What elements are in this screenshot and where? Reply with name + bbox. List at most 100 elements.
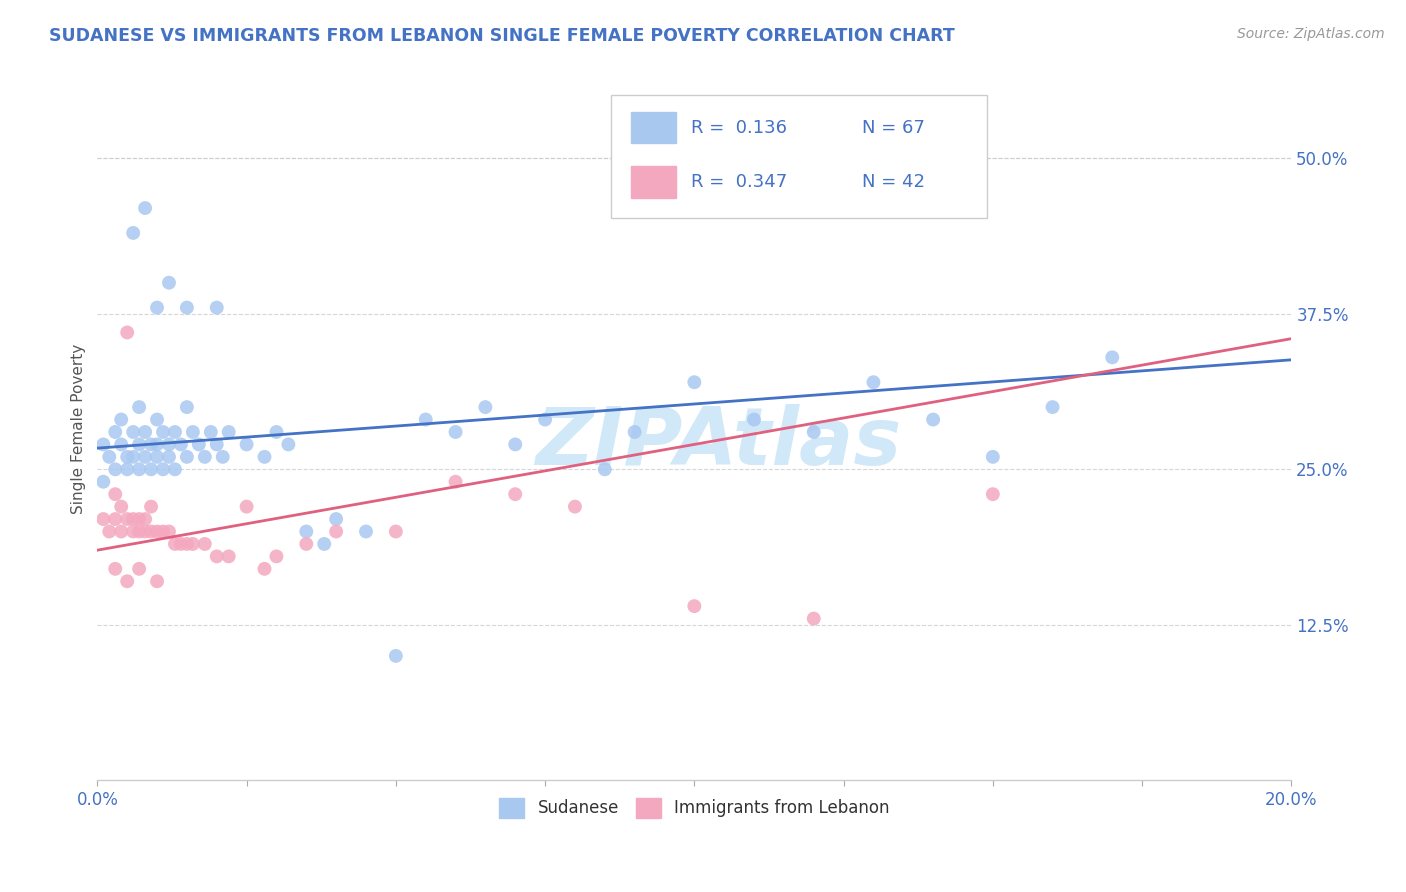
Point xyxy=(503,437,526,451)
Bar xyxy=(631,112,676,144)
Text: ZIPAtlas: ZIPAtlas xyxy=(536,404,901,482)
Point xyxy=(253,450,276,464)
Point xyxy=(803,611,825,625)
Point xyxy=(134,512,156,526)
Point xyxy=(98,524,121,539)
Point xyxy=(534,412,557,426)
Point xyxy=(139,462,162,476)
Text: Source: ZipAtlas.com: Source: ZipAtlas.com xyxy=(1237,27,1385,41)
Point xyxy=(415,412,437,426)
Point xyxy=(235,437,257,451)
Point xyxy=(115,450,138,464)
Point xyxy=(176,450,198,464)
Point xyxy=(253,562,276,576)
Point xyxy=(104,562,127,576)
Point xyxy=(503,487,526,501)
Point xyxy=(91,437,114,451)
Point xyxy=(128,462,150,476)
Point xyxy=(128,512,150,526)
Point xyxy=(134,524,156,539)
Text: N = 67: N = 67 xyxy=(862,119,924,136)
Point xyxy=(474,400,496,414)
Point xyxy=(152,524,174,539)
Point xyxy=(122,512,145,526)
Point xyxy=(110,412,132,426)
Point xyxy=(742,412,765,426)
Point xyxy=(623,425,645,439)
Point xyxy=(325,512,347,526)
Point xyxy=(266,425,288,439)
Point xyxy=(354,524,377,539)
Point xyxy=(314,537,336,551)
Point xyxy=(134,201,156,215)
Point xyxy=(170,537,193,551)
Point xyxy=(205,437,228,451)
Point xyxy=(803,425,825,439)
Point xyxy=(181,537,204,551)
Point xyxy=(152,462,174,476)
Bar xyxy=(631,166,676,198)
Point xyxy=(128,562,150,576)
Point xyxy=(981,450,1004,464)
Point xyxy=(139,500,162,514)
Point xyxy=(115,512,138,526)
Point xyxy=(187,437,209,451)
Point xyxy=(205,301,228,315)
Point xyxy=(104,462,127,476)
Point xyxy=(139,524,162,539)
Point xyxy=(115,326,138,340)
Point xyxy=(122,425,145,439)
Point xyxy=(104,487,127,501)
Point xyxy=(218,549,240,564)
Point xyxy=(385,648,408,663)
Point xyxy=(176,537,198,551)
Point xyxy=(564,500,586,514)
Point xyxy=(218,425,240,439)
Point xyxy=(128,400,150,414)
Point xyxy=(128,524,150,539)
Point xyxy=(128,437,150,451)
Point xyxy=(194,537,217,551)
Text: SUDANESE VS IMMIGRANTS FROM LEBANON SINGLE FEMALE POVERTY CORRELATION CHART: SUDANESE VS IMMIGRANTS FROM LEBANON SING… xyxy=(49,27,955,45)
Point xyxy=(157,437,180,451)
FancyBboxPatch shape xyxy=(610,95,987,218)
Point xyxy=(146,437,169,451)
Point xyxy=(163,537,186,551)
Point xyxy=(163,425,186,439)
Point xyxy=(146,412,169,426)
Point xyxy=(1042,400,1064,414)
Legend: Sudanese, Immigrants from Lebanon: Sudanese, Immigrants from Lebanon xyxy=(492,791,896,825)
Point xyxy=(152,425,174,439)
Text: N = 42: N = 42 xyxy=(862,173,925,191)
Point xyxy=(157,450,180,464)
Point xyxy=(110,524,132,539)
Point xyxy=(295,537,318,551)
Point xyxy=(146,574,169,589)
Point xyxy=(157,524,180,539)
Point xyxy=(683,599,706,614)
Point xyxy=(157,276,180,290)
Point xyxy=(91,475,114,489)
Point xyxy=(295,524,318,539)
Point xyxy=(122,226,145,240)
Point xyxy=(139,437,162,451)
Text: R =  0.347: R = 0.347 xyxy=(690,173,787,191)
Point xyxy=(146,524,169,539)
Point xyxy=(981,487,1004,501)
Point xyxy=(122,524,145,539)
Point xyxy=(115,574,138,589)
Point xyxy=(91,512,114,526)
Point xyxy=(235,500,257,514)
Point xyxy=(444,425,467,439)
Point xyxy=(104,512,127,526)
Point xyxy=(110,500,132,514)
Point xyxy=(200,425,222,439)
Point xyxy=(176,400,198,414)
Point xyxy=(1101,351,1123,365)
Point xyxy=(325,524,347,539)
Point xyxy=(163,462,186,476)
Point xyxy=(683,375,706,389)
Point xyxy=(115,462,138,476)
Point xyxy=(444,475,467,489)
Point xyxy=(170,437,193,451)
